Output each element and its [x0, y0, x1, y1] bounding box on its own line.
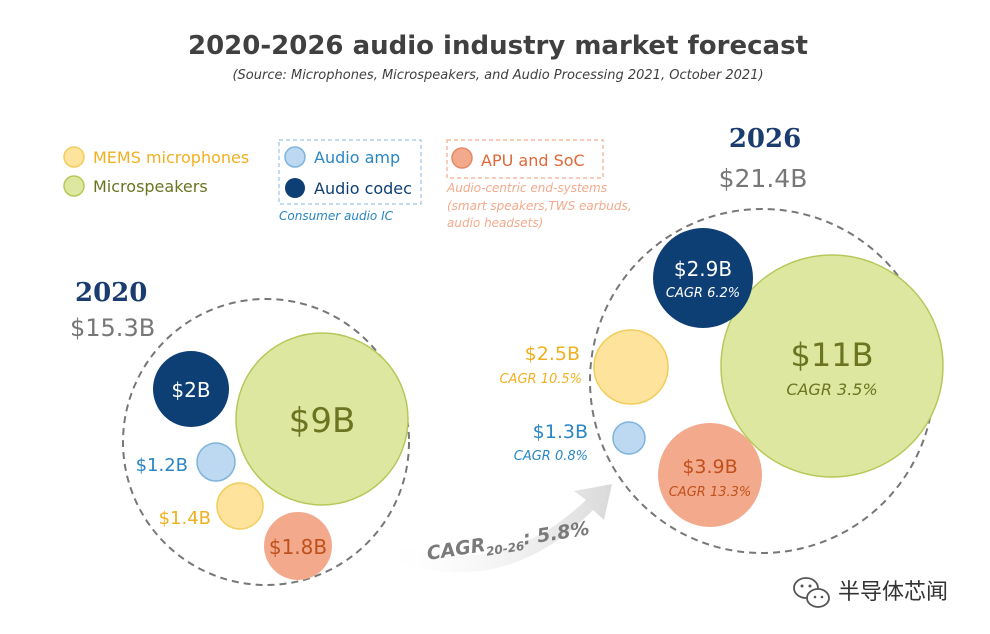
- label-2020-mems: $1.4B: [159, 508, 211, 529]
- consumer-ic-box: [278, 139, 422, 205]
- wechat-icon: [793, 577, 830, 608]
- label-2026-amp: $1.3B: [533, 421, 588, 443]
- cluster-2020-outline: [122, 298, 410, 586]
- cagr-2026-mems: CAGR 10.5%: [499, 372, 582, 387]
- bubble-2026-amp: [612, 421, 646, 455]
- watermark: 半导体芯闻: [793, 577, 948, 608]
- legend-label-amp: Audio amp: [314, 148, 400, 167]
- year-2020-label: 2020: [75, 278, 147, 308]
- bubble-2020-amp: [196, 442, 236, 482]
- bubble-2026-codec: [653, 228, 753, 328]
- label-2026-apu: $3.9B: [682, 456, 737, 478]
- legend-apu-note-3: audio headsets): [447, 216, 543, 230]
- legend-label-codec: Audio codec: [314, 179, 412, 198]
- cluster-2026: 2026 $21.4B $11B CAGR 3.5% $2.9B CAGR 6.…: [499, 124, 944, 554]
- bubble-2026-microspeakers: [720, 254, 944, 478]
- chart-title: 2020-2026 audio industry market forecast: [188, 31, 808, 61]
- growth-arrow-shape: [392, 484, 612, 573]
- legend-apu-note-2: (smart speakers,TWS earbuds,: [447, 199, 632, 213]
- legend-swatch-apu: [451, 147, 473, 169]
- legend-swatch-codec: [285, 178, 305, 198]
- legend-label-speakers: Microspeakers: [93, 177, 208, 196]
- label-2026-codec: $2.9B: [674, 257, 732, 281]
- year-2026-total: $21.4B: [719, 164, 808, 193]
- cagr-2026-codec: CAGR 6.2%: [666, 286, 740, 301]
- chart-subtitle: (Source: Microphones, Microspeakers, and…: [232, 68, 763, 83]
- legend-apu-note-1: Audio-centric end-systems: [446, 181, 607, 195]
- bubble-2020-codec: [153, 351, 229, 427]
- growth-arrow: CAGR20-26: 5.8%: [392, 484, 612, 573]
- legend: MEMS microphones Microspeakers Audio amp…: [63, 139, 632, 230]
- cagr-2026-amp: CAGR 0.8%: [514, 449, 588, 464]
- legend-label-mems: MEMS microphones: [93, 148, 249, 167]
- legend-consumer-ic-label: Consumer audio IC: [279, 209, 394, 223]
- cagr-2026-apu: CAGR 13.3%: [669, 485, 752, 500]
- label-2020-microspeakers: $9B: [289, 401, 356, 441]
- legend-label-apu: APU and SoC: [481, 151, 585, 170]
- watermark-text: 半导体芯闻: [838, 580, 948, 605]
- bubble-2020-microspeakers: [235, 332, 409, 506]
- label-2026-microspeakers: $11B: [790, 336, 873, 374]
- bubble-2026-apu: [658, 423, 762, 527]
- year-2020-total: $15.3B: [70, 314, 155, 342]
- bubble-2020-apu: [264, 512, 332, 580]
- legend-swatch-amp: [284, 146, 306, 168]
- cluster-2020: 2020 $15.3B $9B $2B $1.2B $1.4B $1.8B: [70, 278, 410, 586]
- label-2020-codec: $2B: [171, 378, 210, 402]
- bubble-2026-mems: [593, 329, 669, 405]
- label-2020-amp: $1.2B: [136, 455, 188, 476]
- legend-swatch-mems: [63, 146, 85, 168]
- bubble-2020-mems: [216, 482, 264, 530]
- label-2026-mems: $2.5B: [525, 343, 580, 365]
- cagr-2026-microspeakers: CAGR 3.5%: [786, 380, 877, 399]
- label-2020-apu: $1.8B: [269, 535, 327, 559]
- apu-box: [446, 139, 604, 179]
- year-2026-label: 2026: [729, 124, 801, 154]
- legend-swatch-speakers: [63, 175, 85, 197]
